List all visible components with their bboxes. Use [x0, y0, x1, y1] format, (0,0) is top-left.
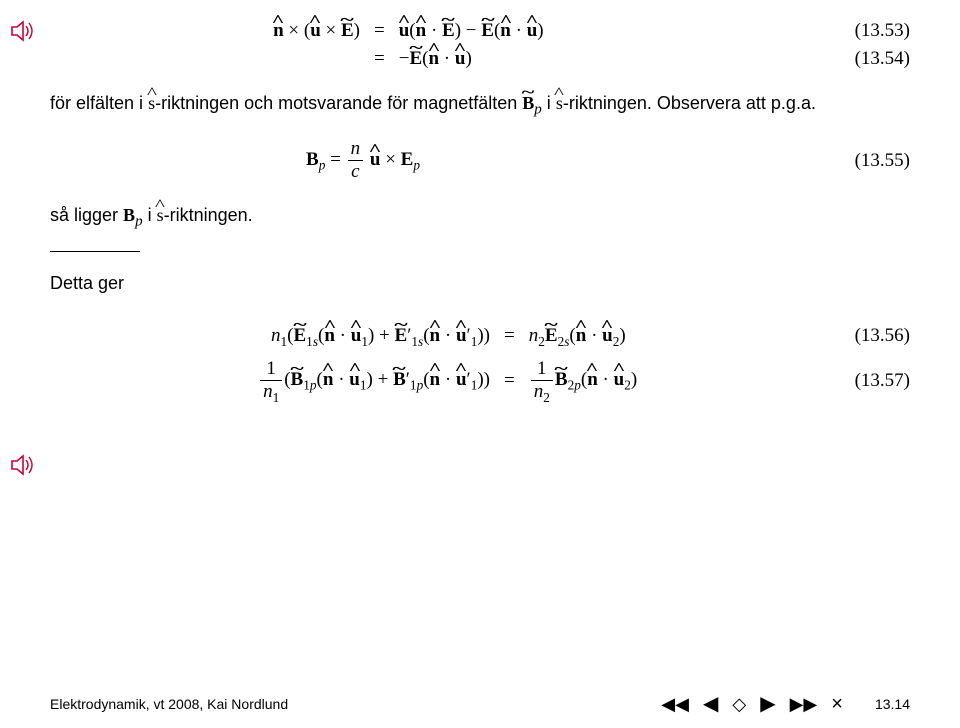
paragraph: så ligger Bp i s-riktningen.: [50, 202, 910, 233]
eq-number: (13.55): [855, 150, 910, 172]
footer-text: Elektrodynamik, vt 2008, Kai Nordlund: [50, 696, 288, 712]
eq-number: (13.57): [855, 370, 910, 392]
eq-number: (13.56): [855, 325, 910, 347]
paragraph: Detta ger: [50, 270, 910, 297]
separator-rule: [50, 251, 140, 252]
speaker-icon: [10, 18, 40, 44]
paragraph: för elfälten i s-riktningen och motsvara…: [50, 90, 910, 121]
eq-number: (13.54): [855, 48, 910, 70]
nav-close-icon[interactable]: ×: [831, 694, 843, 714]
nav-last-icon[interactable]: ▶▶: [790, 695, 818, 713]
footer: Elektrodynamik, vt 2008, Kai Nordlund ◀◀…: [50, 694, 910, 714]
equation-13-56-57: n1(E1s(n · u1) + E′1s(n · u′1)) = n2E2s(…: [50, 325, 910, 402]
speaker-icon: [10, 452, 40, 478]
nav-menu-icon[interactable]: ◇: [732, 695, 746, 713]
nav-next-icon[interactable]: ▶: [760, 694, 775, 714]
equation-13-55: Bp = nc u × Ep (13.55): [50, 139, 910, 182]
page-number: 13.14: [875, 696, 910, 712]
nav-prev-icon[interactable]: ◀: [703, 694, 718, 714]
equation-13-53-54: n × (u × E) = u(n · E) − E(n · u) (13.53…: [50, 20, 910, 70]
nav-first-icon[interactable]: ◀◀: [661, 695, 689, 713]
nav-bar: ◀◀ ◀ ◇ ▶ ▶▶ × 13.14: [661, 694, 910, 714]
eq-number: (13.53): [855, 20, 910, 42]
